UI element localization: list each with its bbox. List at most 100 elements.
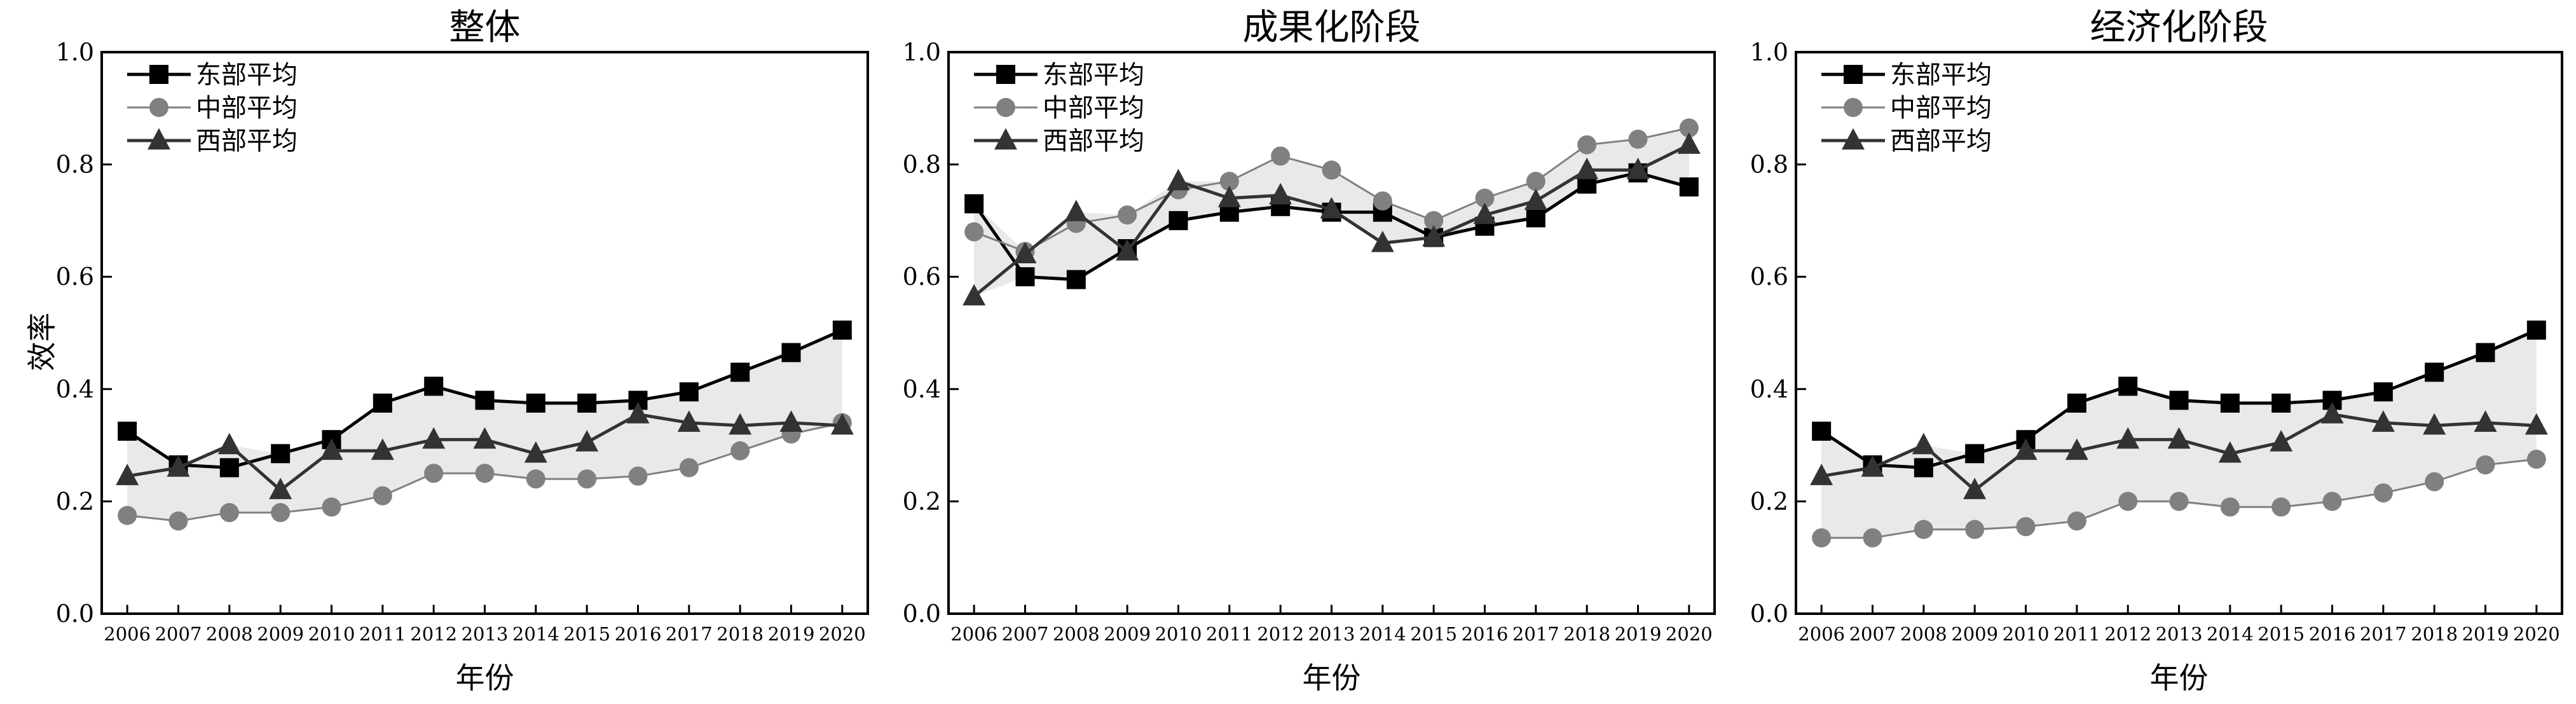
data-point-circle (118, 506, 137, 525)
data-point-circle (577, 469, 597, 489)
data-point-square (2169, 390, 2189, 410)
y-tick-label: 1.0 (903, 38, 941, 66)
range-band (974, 128, 1689, 297)
x-tick-label: 2009 (1951, 623, 1998, 645)
data-point-triangle (626, 402, 650, 424)
data-point-triangle (1320, 197, 1343, 219)
data-point-triangle (1626, 157, 1650, 179)
x-tick-label: 2020 (2513, 623, 2560, 645)
legend-marker-triangle (147, 128, 170, 150)
data-point-square (1679, 177, 1699, 197)
data-point-triangle (2065, 438, 2088, 460)
data-point-circle (1219, 172, 1239, 191)
x-tick-label: 2016 (1462, 623, 1509, 645)
data-point-triangle (1575, 157, 1599, 179)
data-point-square (781, 343, 801, 362)
legend-marker-circle (996, 98, 1015, 117)
x-tick-label: 2017 (666, 623, 713, 645)
data-point-triangle (1677, 132, 1701, 154)
x-tick-label: 2013 (2156, 623, 2203, 645)
x-tick-label: 2009 (257, 623, 304, 645)
data-point-circle (1812, 528, 1832, 548)
data-point-triangle (1861, 455, 1884, 477)
x-tick-label: 2013 (462, 623, 509, 645)
data-point-square (373, 393, 392, 413)
x-tick-label: 2017 (1512, 623, 1559, 645)
x-tick-label: 2018 (1563, 623, 1610, 645)
data-point-square (1526, 208, 1545, 228)
data-point-circle (322, 497, 341, 517)
data-point-square (475, 390, 495, 410)
data-point-square (577, 393, 597, 413)
y-tick-label: 0.6 (1750, 263, 1788, 291)
data-point-triangle (524, 441, 547, 463)
x-tick-label: 2009 (1104, 623, 1151, 645)
x-tick-label: 2008 (1053, 623, 1100, 645)
data-point-triangle (830, 413, 854, 435)
y-tick-label: 0.0 (1750, 600, 1788, 628)
data-point-triangle (1912, 432, 1935, 455)
x-tick-label: 2006 (104, 623, 151, 645)
data-point-square (964, 194, 984, 214)
x-tick-label: 2019 (2462, 623, 2509, 645)
data-point-square (526, 393, 545, 413)
legend-marker-square (149, 65, 168, 84)
x-tick-label: 2016 (2309, 623, 2356, 645)
data-point-circle (1628, 129, 1648, 149)
y-tick-label: 0.2 (56, 487, 94, 515)
data-point-circle (2220, 497, 2240, 517)
x-tick-label: 2008 (1900, 623, 1947, 645)
data-point-square (832, 321, 852, 340)
data-point-circle (2016, 517, 2036, 537)
legend-label: 西部平均 (196, 127, 298, 156)
data-point-triangle (371, 438, 394, 460)
x-axis-label: 年份 (2150, 661, 2209, 695)
data-point-triangle (320, 438, 343, 460)
data-point-circle (2118, 492, 2138, 511)
x-tick-label: 2020 (819, 623, 866, 645)
data-point-triangle (1963, 478, 1987, 499)
data-point-square (2118, 376, 2138, 396)
x-tick-label: 2018 (2411, 623, 2458, 645)
data-point-circle (1424, 211, 1444, 230)
legend-marker-square (1844, 65, 1863, 84)
x-tick-label: 2016 (615, 623, 662, 645)
data-point-circle (2271, 497, 2291, 517)
y-tick-label: 0.4 (56, 375, 94, 403)
x-axis-label: 年份 (1303, 661, 1361, 695)
x-tick-label: 2014 (512, 623, 559, 645)
legend-marker-circle (149, 98, 168, 117)
data-point-triangle (2423, 413, 2446, 435)
x-tick-label: 2012 (1257, 623, 1304, 645)
data-point-circle (730, 441, 750, 460)
data-point-triangle (116, 464, 139, 485)
y-tick-label: 0.0 (903, 600, 941, 628)
data-point-circle (1475, 188, 1495, 208)
range-band (127, 330, 842, 521)
x-tick-label: 2010 (308, 623, 355, 645)
data-point-square (1168, 211, 1188, 230)
chart-title: 经济化阶段 (2090, 7, 2268, 48)
data-point-triangle (1116, 238, 1139, 261)
data-point-circle (526, 469, 545, 489)
legend-label: 中部平均 (196, 93, 298, 123)
data-point-square (424, 376, 444, 396)
data-point-triangle (2474, 410, 2497, 432)
y-tick-label: 0.6 (56, 263, 94, 291)
data-point-circle (628, 466, 648, 486)
data-point-circle (679, 458, 699, 478)
data-point-square (118, 422, 137, 441)
x-tick-label: 2012 (2104, 623, 2151, 645)
data-point-triangle (1167, 169, 1190, 191)
x-tick-label: 2010 (2003, 623, 2050, 645)
data-point-circle (2526, 450, 2546, 469)
y-tick-label: 0.8 (903, 151, 941, 179)
data-point-triangle (1524, 188, 1547, 211)
data-point-triangle (729, 413, 752, 435)
data-point-circle (964, 222, 984, 242)
legend-label: 中部平均 (1043, 93, 1144, 123)
x-axis-label: 年份 (456, 661, 514, 695)
data-point-triangle (677, 410, 701, 432)
y-tick-label: 0.2 (903, 487, 941, 515)
